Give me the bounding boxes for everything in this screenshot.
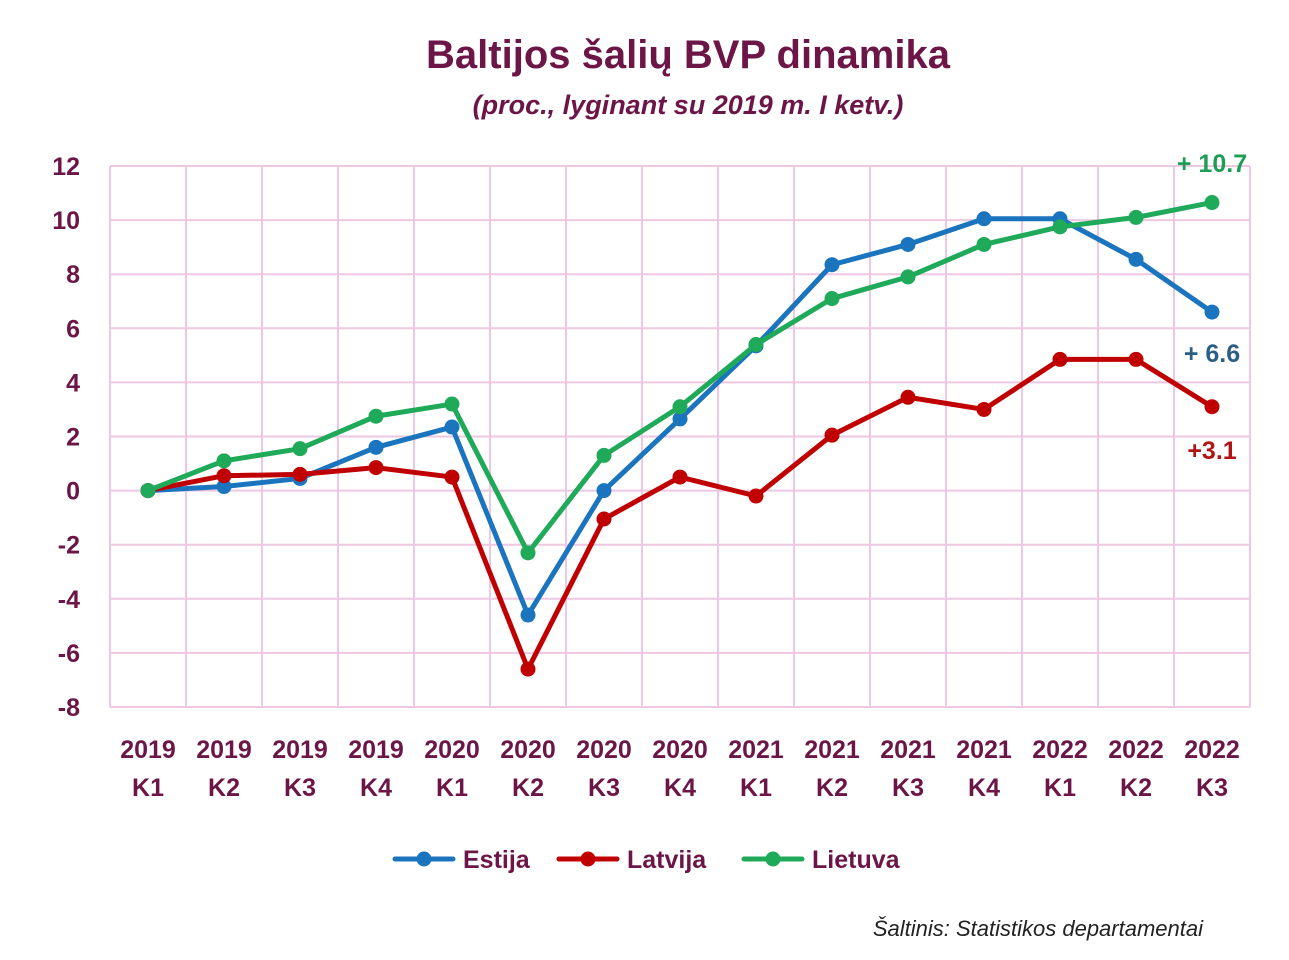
data-point-latvija <box>596 511 612 527</box>
data-point-estija <box>368 439 384 455</box>
x-tick-label-quarter: K1 <box>436 774 468 802</box>
end-label-lietuva: + 10.7 <box>1177 150 1247 178</box>
x-tick-label-quarter: K3 <box>284 774 316 802</box>
series-line-lietuva <box>145 200 1215 556</box>
x-tick-label-year: 2020 <box>652 736 708 764</box>
data-point-latvija <box>520 661 536 677</box>
y-tick-label: 2 <box>66 424 80 452</box>
chart-subtitle: (proc., lyginant su 2019 m. I ketv.) <box>473 90 904 120</box>
legend-label-estija: Estija <box>463 846 531 874</box>
data-point-lietuva <box>1128 209 1144 225</box>
end-label-estija: + 6.6 <box>1184 340 1240 368</box>
x-tick-label-quarter: K2 <box>208 774 240 802</box>
data-point-lietuva <box>672 399 688 415</box>
legend-marker-latvija <box>580 851 596 867</box>
x-tick-label-year: 2022 <box>1184 736 1240 764</box>
x-tick-label-year: 2020 <box>500 736 556 764</box>
y-tick-label: 10 <box>52 207 80 235</box>
x-tick-label-quarter: K1 <box>1044 774 1076 802</box>
y-tick-label: 8 <box>66 261 80 289</box>
data-point-latvija <box>216 468 232 484</box>
data-point-estija <box>900 236 916 252</box>
data-point-latvija <box>900 389 916 405</box>
chart-title: Baltijos šalių BVP dinamika <box>426 33 951 77</box>
legend-label-latvija: Latvija <box>627 846 707 874</box>
x-tick-label-quarter: K1 <box>132 774 164 802</box>
y-tick-label: 4 <box>66 369 80 397</box>
x-tick-label-year: 2019 <box>348 736 404 764</box>
x-tick-label-year: 2022 <box>1108 736 1164 764</box>
data-point-lietuva <box>976 236 992 252</box>
y-tick-label: 6 <box>66 315 80 343</box>
data-point-latvija <box>748 488 764 504</box>
x-tick-label-quarter: K2 <box>1120 774 1152 802</box>
x-tick-label-year: 2021 <box>728 736 784 764</box>
data-point-estija <box>444 419 460 435</box>
x-tick-label-quarter: K4 <box>968 774 1000 802</box>
x-tick-label-quarter: K2 <box>512 774 544 802</box>
x-tick-label-year: 2022 <box>1032 736 1088 764</box>
data-point-lietuva <box>140 483 156 499</box>
y-tick-label: 0 <box>66 478 80 506</box>
data-point-lietuva <box>1052 219 1068 235</box>
x-tick-label-year: 2019 <box>120 736 176 764</box>
x-tick-label-quarter: K3 <box>1196 774 1228 802</box>
data-point-latvija <box>1052 351 1068 367</box>
legend-marker-estija <box>416 851 432 867</box>
data-point-estija <box>824 257 840 273</box>
data-point-estija <box>672 411 688 427</box>
legend-label-lietuva: Lietuva <box>812 846 901 874</box>
x-tick-label-year: 2021 <box>956 736 1012 764</box>
data-point-estija <box>596 483 612 499</box>
data-point-estija <box>520 607 536 623</box>
data-point-latvija <box>1128 351 1144 367</box>
end-label-latvija: +3.1 <box>1187 437 1236 465</box>
data-point-latvija <box>444 469 460 485</box>
x-tick-label-quarter: K3 <box>892 774 924 802</box>
data-point-lietuva <box>1204 195 1220 211</box>
data-point-lietuva <box>900 269 916 285</box>
x-tick-label-year: 2020 <box>576 736 632 764</box>
data-point-estija <box>976 211 992 227</box>
data-point-estija <box>216 479 232 495</box>
legend: Estija Latvija Lietuva <box>392 846 901 874</box>
y-tick-label: 12 <box>52 153 80 181</box>
y-tick-label: -4 <box>58 586 80 614</box>
data-point-estija <box>1128 251 1144 267</box>
x-tick-label-year: 2021 <box>804 736 860 764</box>
x-tick-label-quarter: K1 <box>740 774 772 802</box>
data-point-lietuva <box>748 337 764 353</box>
data-point-latvija <box>672 469 688 485</box>
data-point-lietuva <box>368 408 384 424</box>
data-point-latvija <box>976 401 992 417</box>
x-tick-label-quarter: K4 <box>360 774 392 802</box>
data-point-latvija <box>368 460 384 476</box>
data-point-latvija <box>292 466 308 482</box>
y-tick-label: -8 <box>58 694 80 722</box>
data-point-lietuva <box>824 291 840 307</box>
source-note: Šaltinis: Statistikos departamentai <box>872 916 1203 941</box>
x-tick-label-quarter: K4 <box>664 774 696 802</box>
data-point-lietuva <box>444 396 460 412</box>
data-point-latvija <box>1204 399 1220 415</box>
data-point-lietuva <box>292 441 308 457</box>
x-tick-label-year: 2019 <box>196 736 252 764</box>
data-point-estija <box>1204 304 1220 320</box>
x-tick-label-year: 2020 <box>424 736 480 764</box>
x-tick-label-year: 2021 <box>880 736 936 764</box>
y-tick-label: -2 <box>58 532 80 560</box>
data-point-lietuva <box>216 453 232 469</box>
data-point-latvija <box>824 427 840 443</box>
data-point-lietuva <box>520 545 536 561</box>
data-point-lietuva <box>596 447 612 463</box>
x-tick-label-quarter: K3 <box>588 774 620 802</box>
plot-area: -8 -6 -4 -2 0 2 4 6 8 10 12 2019 K1 2019 K2 2019 K3 2019 K… <box>52 150 1251 802</box>
y-tick-label: -6 <box>58 640 80 668</box>
x-tick-label-quarter: K2 <box>816 774 848 802</box>
legend-marker-lietuva <box>765 851 781 867</box>
x-tick-label-year: 2019 <box>272 736 328 764</box>
